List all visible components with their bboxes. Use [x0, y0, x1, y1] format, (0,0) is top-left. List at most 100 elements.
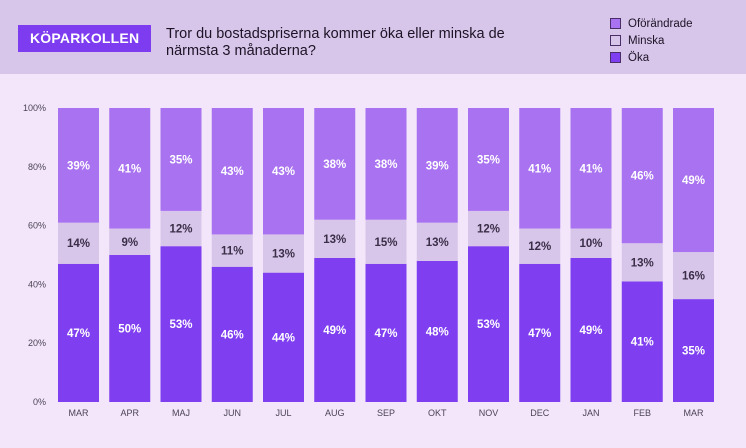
- bar-segment-oka: [673, 299, 714, 402]
- bar-segment-minska: [160, 210, 202, 247]
- data-label-oforandrade: 38%: [374, 159, 397, 171]
- x-tick-label: AUG: [325, 408, 345, 418]
- y-tick-label: 80%: [28, 162, 46, 172]
- legend-swatch-oka: [610, 52, 621, 63]
- data-label-oka: 44%: [272, 332, 295, 344]
- x-tick-label: JUN: [224, 408, 242, 418]
- legend-swatch-oforandrade: [610, 18, 621, 29]
- bar-segment-minska: [519, 228, 561, 264]
- data-label-minska: 13%: [631, 257, 654, 269]
- x-tick-label: JAN: [582, 408, 599, 418]
- data-label-oka: 49%: [579, 325, 602, 337]
- bar-segment-minska: [570, 228, 612, 258]
- legend: Oförändrade Minska Öka: [610, 15, 693, 66]
- bar-segment-oka: [621, 281, 663, 402]
- brand-logo: KÖPARKOLLEN: [18, 25, 152, 52]
- bar-segment-minska: [673, 252, 714, 300]
- legend-item-oforandrade: Oförändrade: [610, 15, 693, 32]
- x-tick-label: SEP: [377, 408, 395, 418]
- bar-segment-minska: [58, 222, 99, 264]
- legend-item-minska: Minska: [610, 32, 693, 49]
- data-label-minska: 11%: [221, 246, 243, 258]
- x-tick-label: MAR: [684, 408, 705, 418]
- data-label-oforandrade: 39%: [67, 160, 90, 172]
- x-tick-label: JUL: [275, 408, 291, 418]
- bar-segment-oforandrade: [570, 108, 612, 229]
- bar-segment-oka: [211, 266, 253, 402]
- data-label-oka: 47%: [374, 328, 397, 340]
- bar-segment-oka: [519, 263, 561, 402]
- data-label-oforandrade: 39%: [426, 160, 449, 172]
- x-tick-label: NOV: [479, 408, 499, 418]
- data-label-oforandrade: 49%: [682, 175, 705, 187]
- data-label-oforandrade: 35%: [477, 154, 500, 166]
- bar-segment-oforandrade: [58, 108, 99, 223]
- legend-label: Minska: [628, 34, 665, 47]
- bar-segment-oforandrade: [416, 108, 458, 223]
- bar-segment-minska: [263, 234, 304, 273]
- data-label-minska: 12%: [528, 241, 551, 253]
- bar-segment-oforandrade: [263, 108, 304, 235]
- bar-segment-oforandrade: [519, 108, 561, 229]
- data-label-minska: 12%: [477, 224, 500, 236]
- y-tick-label: 0%: [33, 397, 46, 407]
- bar-segment-minska: [211, 234, 253, 267]
- data-label-oforandrade: 41%: [528, 163, 551, 175]
- data-label-oka: 35%: [682, 346, 705, 358]
- data-label-oka: 50%: [118, 324, 141, 336]
- bar-segment-minska: [314, 219, 356, 258]
- bar-segment-oforandrade: [160, 108, 202, 211]
- bar-segment-minska: [468, 210, 509, 247]
- data-label-minska: 13%: [426, 237, 449, 249]
- bar-segment-oka: [468, 246, 509, 402]
- data-label-minska: 13%: [272, 249, 295, 261]
- legend-label: Öka: [628, 51, 650, 64]
- y-tick-label: 60%: [28, 221, 46, 231]
- data-label-minska: 13%: [323, 234, 346, 246]
- bar-segment-oforandrade: [109, 108, 151, 229]
- y-tick-label: 40%: [28, 279, 46, 289]
- x-tick-label: OKT: [428, 408, 447, 418]
- bar-segment-oforandrade: [365, 108, 407, 220]
- data-label-oforandrade: 43%: [221, 166, 244, 178]
- data-label-oka: 47%: [67, 328, 90, 340]
- legend-swatch-minska: [610, 35, 621, 46]
- bar-segment-oka: [58, 263, 99, 402]
- x-tick-label: MAJ: [172, 408, 190, 418]
- bar-segment-oforandrade: [621, 108, 663, 244]
- legend-item-oka: Öka: [610, 49, 693, 66]
- data-label-oforandrade: 41%: [579, 163, 602, 175]
- bar-segment-minska: [109, 228, 151, 255]
- data-label-oforandrade: 35%: [169, 154, 192, 166]
- bar-segment-oforandrade: [468, 108, 509, 211]
- bar-segment-oforandrade: [211, 108, 253, 235]
- data-label-oforandrade: 43%: [272, 166, 295, 178]
- x-tick-label: APR: [120, 408, 139, 418]
- data-label-oka: 46%: [221, 329, 244, 341]
- bar-segment-oka: [570, 257, 612, 402]
- data-label-oforandrade: 41%: [118, 163, 141, 175]
- y-tick-label: 20%: [28, 338, 46, 348]
- legend-label: Oförändrade: [628, 17, 693, 30]
- bar-segment-oforandrade: [314, 108, 356, 220]
- bar-segment-minska: [621, 243, 663, 282]
- bar-segment-minska: [416, 222, 458, 261]
- data-label-minska: 10%: [579, 238, 602, 250]
- data-label-minska: 9%: [121, 237, 138, 249]
- bar-segment-oka: [365, 263, 407, 402]
- data-label-minska: 14%: [67, 238, 90, 250]
- bar-segment-oka: [160, 246, 202, 402]
- x-tick-label: FEB: [633, 408, 651, 418]
- data-label-oka: 53%: [477, 319, 500, 331]
- data-label-minska: 16%: [682, 271, 705, 283]
- bar-segment-oka: [314, 257, 356, 402]
- data-label-oka: 41%: [631, 337, 654, 349]
- data-label-oforandrade: 38%: [323, 159, 346, 171]
- data-label-oforandrade: 46%: [631, 171, 654, 183]
- bar-segment-oka: [109, 255, 151, 402]
- data-label-minska: 12%: [169, 224, 192, 236]
- data-label-oka: 53%: [169, 319, 192, 331]
- x-tick-label: MAR: [69, 408, 90, 418]
- data-label-oka: 48%: [426, 326, 449, 338]
